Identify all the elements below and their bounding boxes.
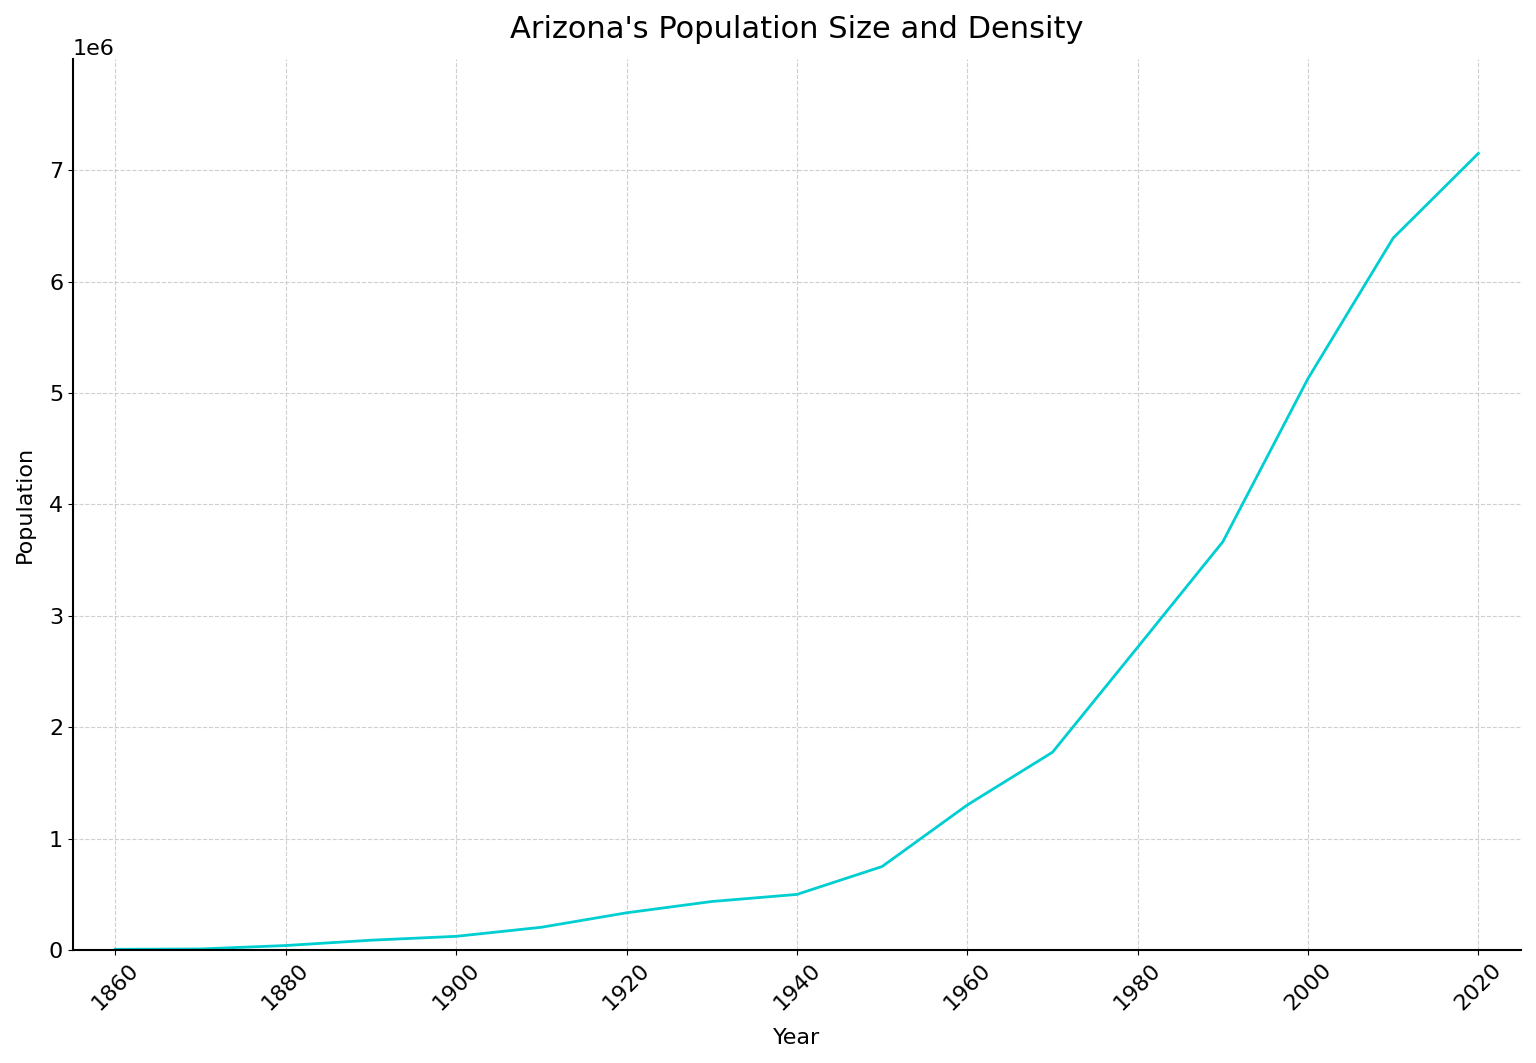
X-axis label: Year: Year: [773, 1028, 820, 1048]
Y-axis label: Population: Population: [15, 445, 35, 563]
Title: Arizona's Population Size and Density: Arizona's Population Size and Density: [510, 15, 1084, 44]
